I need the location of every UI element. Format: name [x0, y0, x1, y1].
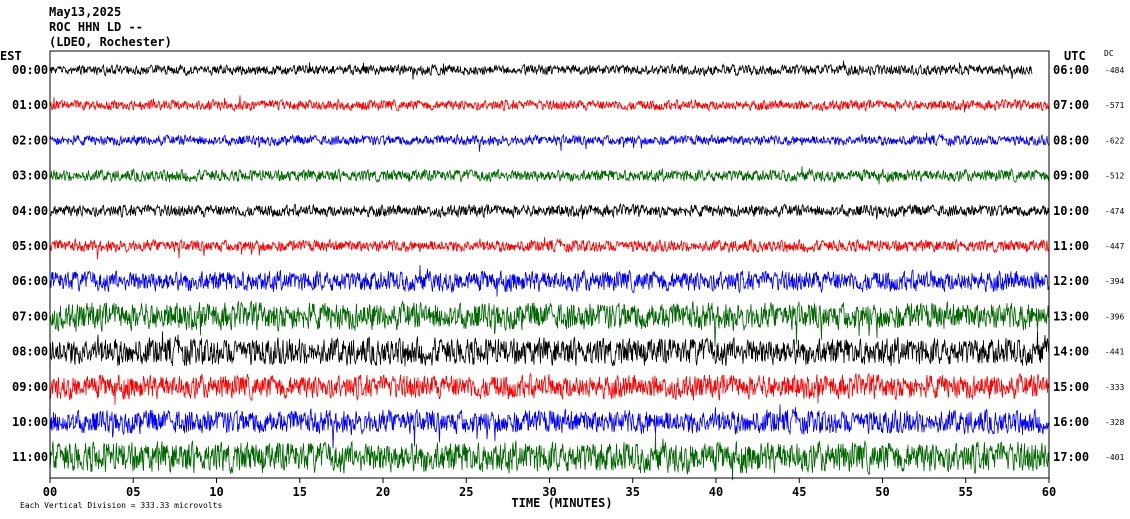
dc-offset-value: -622 [1105, 136, 1124, 145]
trace-hour-04 [49, 202, 1050, 220]
utc-hour-label: 13:00 [1053, 309, 1089, 323]
x-tick-label: 30 [542, 485, 556, 499]
x-tick-label: 35 [626, 485, 640, 499]
est-hour-label: 07:00 [12, 309, 48, 323]
x-tick-label: 25 [459, 485, 473, 499]
dc-offset-value: -447 [1105, 242, 1124, 251]
network-name: (LDEO, Rochester) [49, 35, 172, 49]
est-hour-label: 02:00 [12, 133, 48, 147]
trace-hour-10 [49, 404, 1050, 449]
utc-hour-label: 14:00 [1053, 345, 1089, 359]
trace-hour-05 [49, 237, 1050, 260]
left-timezone-label: EST [0, 49, 22, 63]
trace-hour-01 [49, 95, 1050, 113]
trace-hour-09 [49, 372, 1050, 405]
dc-offset-value: -474 [1105, 207, 1124, 216]
dc-offset-value: -396 [1105, 312, 1124, 321]
x-axis-title: TIME (MINUTES) [511, 496, 612, 510]
dc-offset-value: -484 [1105, 66, 1124, 75]
utc-hour-label: 16:00 [1053, 415, 1089, 429]
trace-hour-08 [49, 330, 1050, 367]
est-hour-label: 05:00 [12, 239, 48, 253]
trace-hour-02 [49, 132, 1050, 152]
est-hour-label: 09:00 [12, 380, 48, 394]
dc-offset-value: -394 [1105, 277, 1124, 286]
est-hour-label: 03:00 [12, 169, 48, 183]
est-hour-label: 06:00 [12, 274, 48, 288]
x-tick-label: 45 [792, 485, 806, 499]
est-hour-label: 01:00 [12, 98, 48, 112]
x-tick-label: 10 [209, 485, 223, 499]
dc-offset-value: -401 [1105, 453, 1124, 462]
trace-hour-11 [49, 433, 1050, 481]
dc-offset-value: -441 [1105, 348, 1124, 357]
est-hour-label: 00:00 [12, 63, 48, 77]
trace-hour-07 [49, 299, 1050, 347]
est-hour-label: 10:00 [12, 415, 48, 429]
x-tick-label: 20 [376, 485, 390, 499]
x-tick-label: 50 [875, 485, 889, 499]
utc-hour-label: 11:00 [1053, 239, 1089, 253]
x-tick-label: 05 [126, 485, 140, 499]
x-tick-label: 60 [1042, 485, 1056, 499]
right-timezone-label: UTC [1064, 49, 1086, 63]
dc-offset-value: -512 [1105, 172, 1124, 181]
record-date: May13,2025 [49, 5, 121, 19]
utc-hour-label: 12:00 [1053, 274, 1089, 288]
utc-hour-label: 09:00 [1053, 169, 1089, 183]
vertical-division-note: Each Vertical Division = 333.33 microvol… [20, 501, 222, 510]
trace-hour-03 [49, 166, 1050, 185]
est-hour-label: 08:00 [12, 345, 48, 359]
utc-hour-label: 06:00 [1053, 63, 1089, 77]
x-tick-label: 00 [43, 485, 57, 499]
utc-hour-label: 17:00 [1053, 450, 1089, 464]
dc-offset-value: -328 [1105, 418, 1124, 427]
x-axis-ticks: 00 05 10 15 20 25 30 35 40 45 50 55 60 [43, 478, 1056, 499]
station-code: ROC HHN LD -- [49, 20, 143, 34]
est-hour-label: 04:00 [12, 204, 48, 218]
utc-hour-label: 15:00 [1053, 380, 1089, 394]
utc-hour-label: 07:00 [1053, 98, 1089, 112]
trace-hour-00 [49, 60, 1033, 80]
utc-hour-label: 10:00 [1053, 204, 1089, 218]
hour-labels: 00:00 06:00 -484 01:00 07:00 -571 02:00 08:00 -6… [12, 63, 1124, 464]
dc-offset-value: -333 [1105, 383, 1124, 392]
seismic-traces [49, 60, 1050, 481]
trace-hour-06 [49, 265, 1050, 297]
x-tick-label: 55 [959, 485, 973, 499]
dc-header: DC [1104, 49, 1114, 58]
dc-offset-value: -571 [1105, 101, 1124, 110]
x-tick-label: 15 [293, 485, 307, 499]
utc-hour-label: 08:00 [1053, 133, 1089, 147]
x-tick-label: 40 [709, 485, 723, 499]
est-hour-label: 11:00 [12, 450, 48, 464]
